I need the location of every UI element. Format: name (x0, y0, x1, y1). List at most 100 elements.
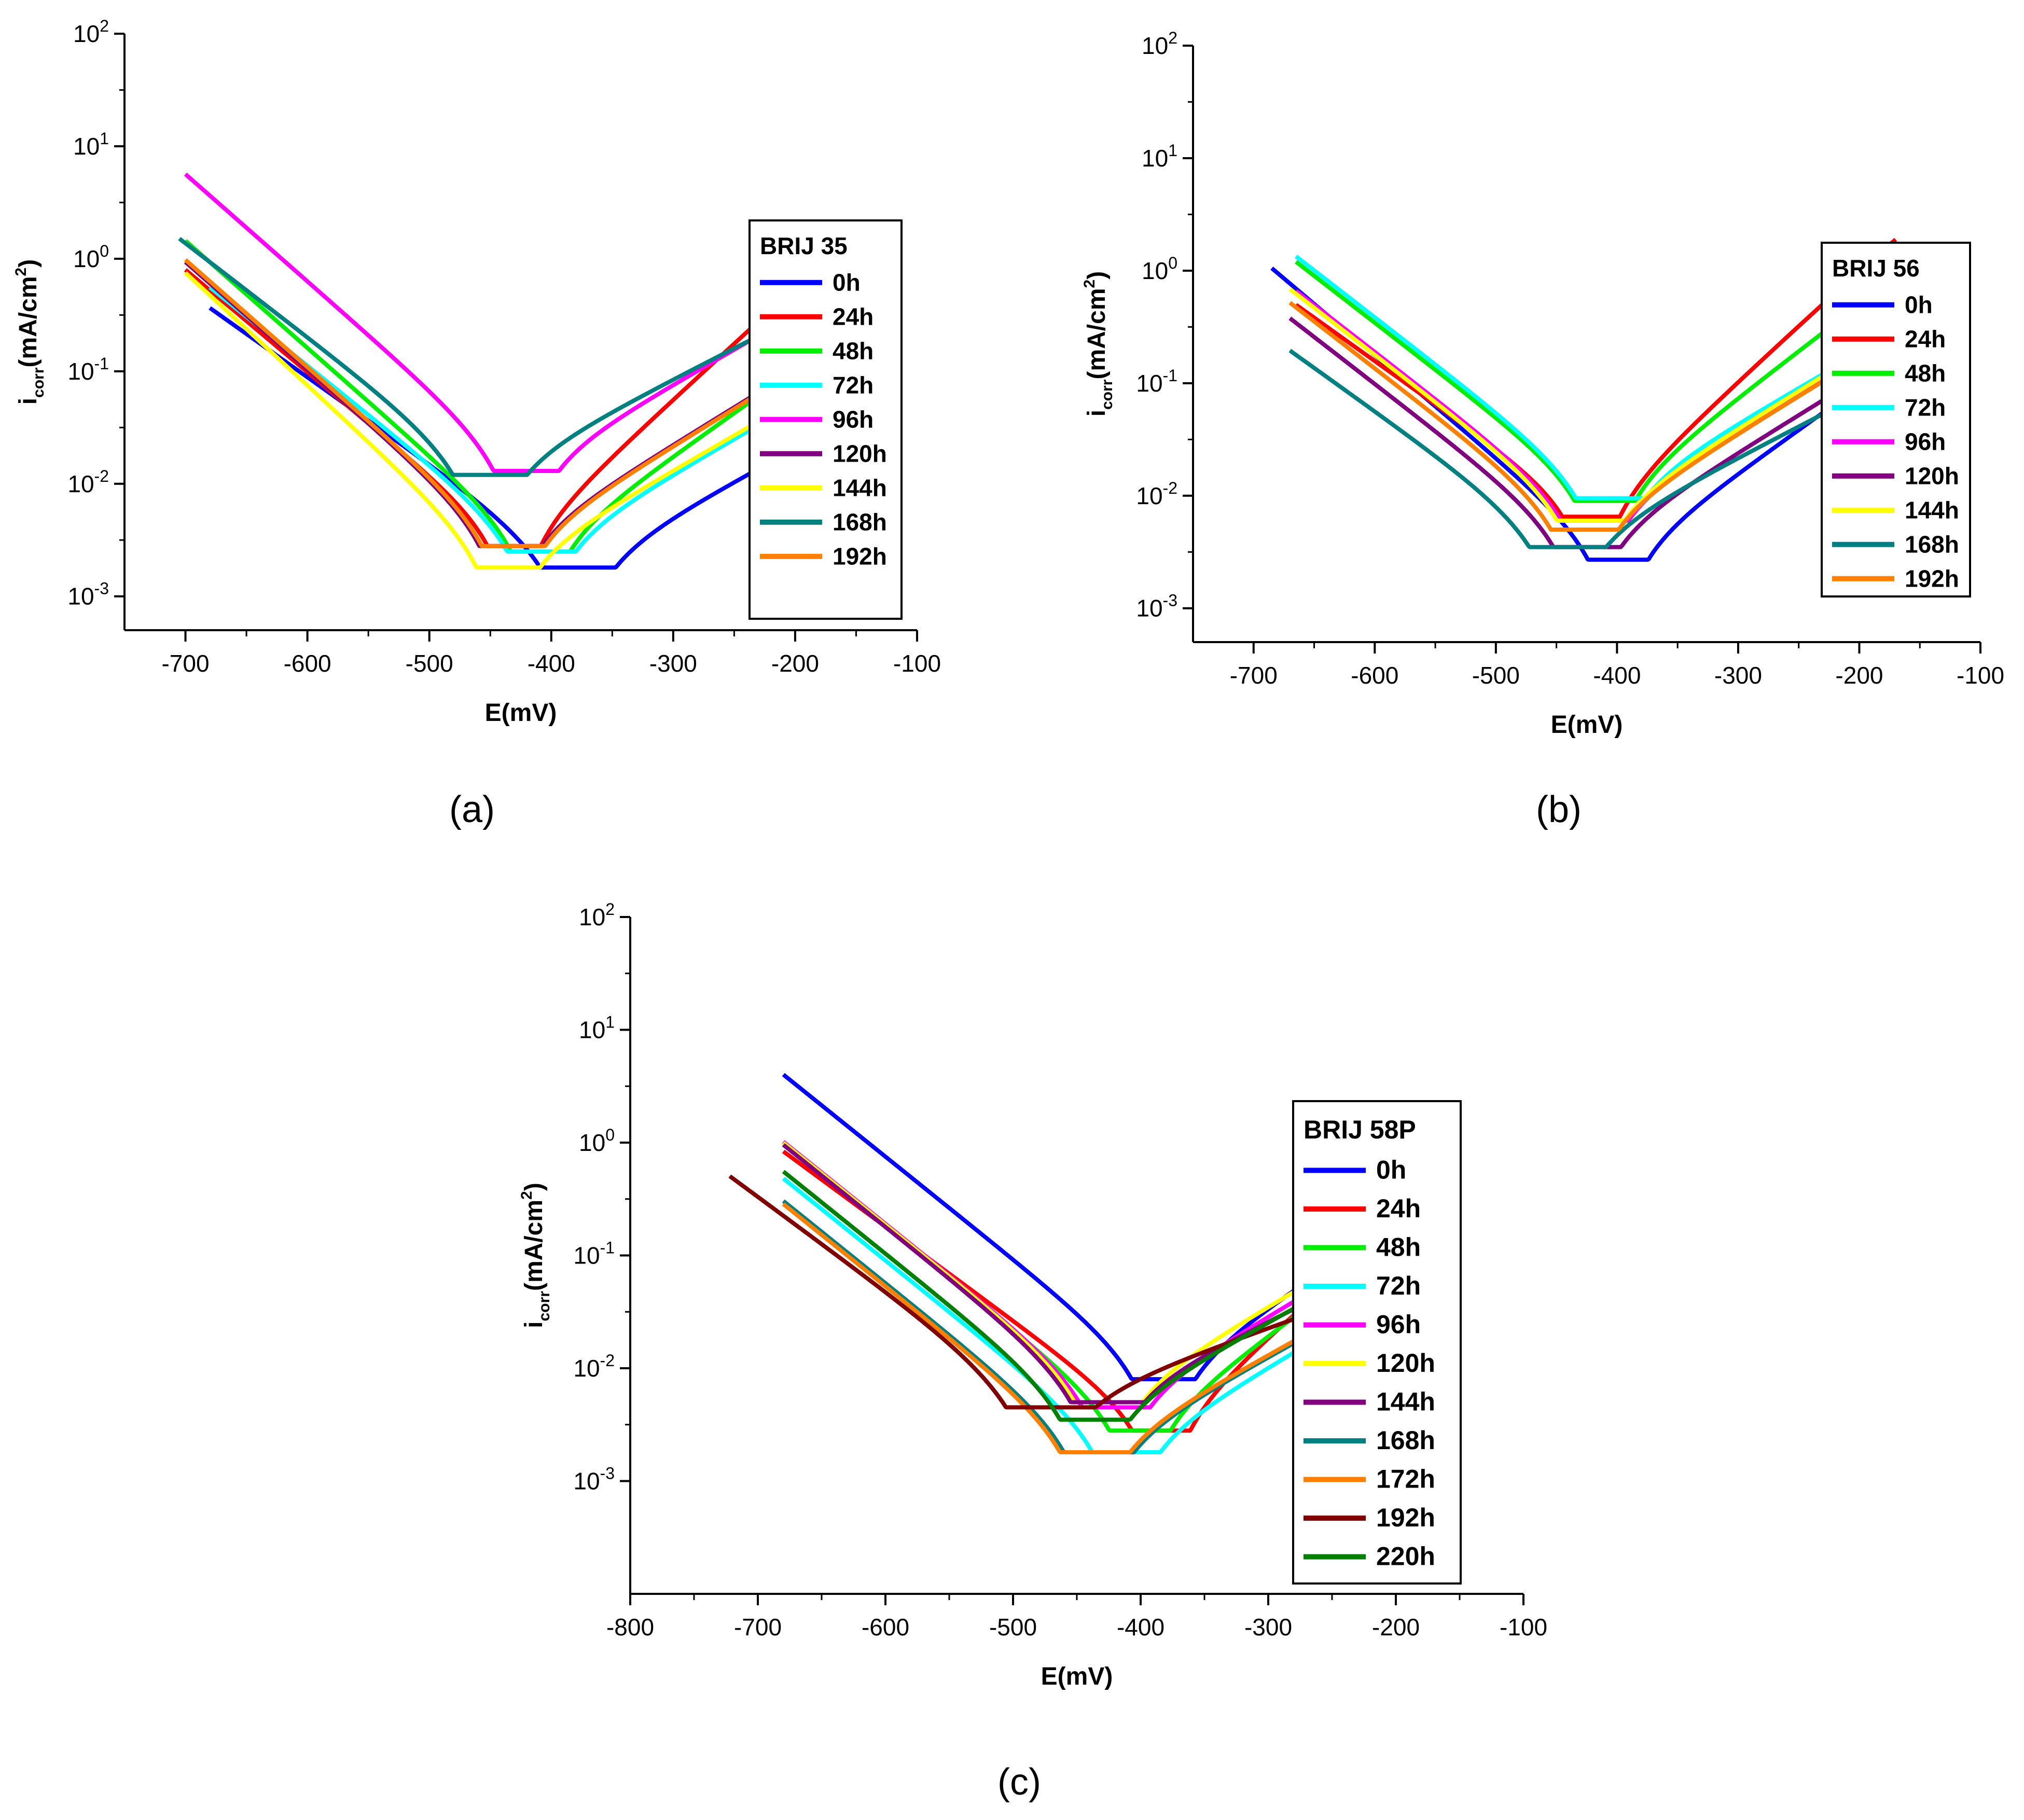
x-axis-label: E(mV) (485, 699, 557, 727)
legend: BRIJ 58P 0h 24h 48h 72h 96h 120h 144h 168h 172h 19… (1292, 1100, 1462, 1585)
series-line-168h (178, 237, 814, 477)
y-tick-label: 10-3 (1136, 591, 1177, 622)
y-tick-label: 10-1 (1136, 366, 1177, 397)
legend-label: 72h (833, 372, 874, 399)
panel-caption: (b) (1536, 789, 1582, 830)
y-axis-label: icorr(mA/cm2) (12, 259, 47, 405)
legend-label: 96h (1905, 428, 1946, 455)
chart-panel-b: -700 -600 -500 -400 -300 -200 -100 10-3 10-2 10-1… (1081, 29, 2004, 830)
y-tick-label: 10-2 (1136, 479, 1177, 509)
x-tick-label: -200 (771, 650, 819, 677)
legend-label: 0h (1905, 291, 1933, 318)
x-tick-label: -500 (989, 1614, 1037, 1641)
series-line-192h (1288, 301, 1897, 532)
legend-label: 168h (1905, 531, 1959, 558)
x-tick-label: -400 (1117, 1614, 1165, 1641)
series-group (178, 172, 834, 570)
y-tick-label: 10-3 (67, 579, 109, 610)
x-tick-label: -200 (1835, 662, 1883, 689)
series-line-48h (184, 239, 821, 554)
x-tick-label: -700 (734, 1614, 782, 1641)
legend-label: 144h (833, 475, 887, 502)
y-tick-label: 10-2 (573, 1351, 615, 1382)
chart-panel-a: -700 -600 -500 -400 -300 -200 -100 10-3 10-2 10-1… (12, 17, 941, 830)
legend-label: 96h (1376, 1310, 1421, 1339)
y-tick-label: 10-1 (67, 354, 109, 385)
y-axis-label: icorr(mA/cm2) (518, 1183, 553, 1328)
x-tick-label: -500 (406, 650, 453, 677)
y-tick-label: 102 (579, 900, 615, 930)
x-tick-label: -500 (1472, 662, 1520, 689)
x-tick-label: -300 (649, 650, 697, 677)
x-axis-label: E(mV) (1551, 711, 1623, 739)
x-tick-label: -400 (528, 650, 575, 677)
x-tick-label: -700 (1230, 662, 1278, 689)
legend-box (1292, 1100, 1462, 1585)
y-tick-label: 10-1 (573, 1239, 615, 1269)
x-tick-label: -100 (1957, 662, 2004, 689)
legend-label: 48h (833, 338, 874, 365)
legend-label: 192h (833, 543, 887, 570)
legend-label: 96h (833, 406, 874, 433)
legend-title: BRIJ 35 (760, 232, 848, 259)
y-tick-label: 101 (73, 129, 109, 160)
legend-label: 172h (1376, 1465, 1435, 1494)
x-tick-label: -600 (862, 1614, 909, 1641)
x-tick-label: -200 (1372, 1614, 1420, 1641)
legend-label: 144h (1376, 1387, 1435, 1416)
legend-label: 0h (833, 269, 861, 296)
legend-label: 48h (1905, 360, 1946, 387)
series-line-96h (184, 172, 821, 473)
y-tick-label: 101 (579, 1013, 615, 1044)
y-tick-label: 101 (1142, 141, 1177, 172)
series-line-0h (209, 306, 827, 570)
x-tick-label: -600 (284, 650, 331, 677)
legend: BRIJ 56 0h 24h 48h 72h 96h 120h 144h 168h 192h (1821, 242, 1971, 598)
x-tick-label: -300 (1244, 1614, 1292, 1641)
legend: BRIJ 35 0h 24h 48h 72h 96h 120h 144h 168h 192h (748, 219, 903, 620)
series-group (728, 1073, 1436, 1454)
series-line-192h (184, 258, 821, 548)
x-tick-label: -100 (1500, 1614, 1547, 1641)
y-tick-label: 102 (1142, 29, 1177, 59)
legend-label: 24h (1376, 1194, 1421, 1223)
legend-box (1821, 242, 1971, 598)
panel-caption: (a) (449, 789, 495, 830)
legend-label: 72h (1376, 1271, 1421, 1300)
y-tick-label: 100 (73, 242, 109, 272)
series-line-168h (1288, 349, 1891, 549)
x-tick-label: -800 (606, 1614, 654, 1641)
legend-label: 192h (1905, 565, 1959, 592)
y-tick-label: 102 (73, 17, 109, 47)
legend-label: 24h (833, 303, 874, 330)
legend-title: BRIJ 58P (1304, 1115, 1416, 1144)
legend-label: 0h (1376, 1156, 1406, 1185)
series-line-144h (1288, 287, 1897, 523)
x-tick-label: -300 (1714, 662, 1762, 689)
x-tick-label: -700 (161, 650, 209, 677)
x-tick-label: -600 (1351, 662, 1398, 689)
legend-label: 120h (833, 440, 887, 467)
legend-label: 144h (1905, 497, 1959, 524)
x-axis-label: E(mV) (1041, 1663, 1113, 1690)
legend-label: 168h (833, 509, 887, 536)
panel-caption: (c) (997, 1761, 1041, 1803)
legend-label: 48h (1376, 1233, 1421, 1262)
y-tick-label: 100 (1142, 254, 1177, 284)
series-line-48h (1295, 260, 1903, 503)
series-group (1270, 238, 1903, 562)
series-line-24h (1295, 238, 1897, 519)
x-tick-label: -100 (893, 650, 941, 677)
y-tick-label: 100 (579, 1126, 615, 1156)
y-tick-label: 10-3 (573, 1464, 615, 1495)
legend-label: 192h (1376, 1503, 1435, 1532)
legend-label: 120h (1905, 463, 1959, 490)
legend-label: 120h (1376, 1349, 1435, 1378)
chart-panel-c: -800 -700 -600 -500 -400 -300 -200 -100 10-3 10-2… (518, 900, 1547, 1803)
legend-label: 168h (1376, 1426, 1435, 1455)
series-line-72h (1295, 254, 1903, 501)
series-line-144h (184, 271, 821, 570)
y-tick-label: 10-2 (67, 467, 109, 497)
